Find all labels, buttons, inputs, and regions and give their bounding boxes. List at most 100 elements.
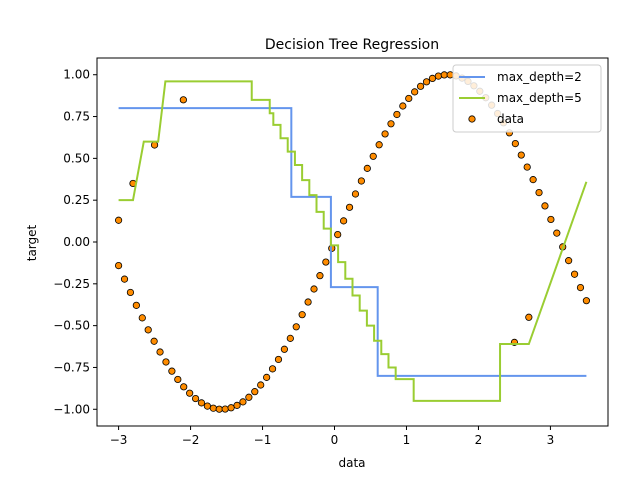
data-point — [186, 389, 194, 397]
axes: −3 −2 −1 0 1 2 3 −1.00 −0.75 −0.50 −0.25 0.00 0.25 0.… — [53, 57, 609, 447]
data-point — [280, 345, 289, 353]
data-point — [399, 102, 407, 110]
data-point — [138, 314, 146, 322]
data-point — [292, 323, 300, 331]
data-point — [268, 365, 277, 373]
data-point — [144, 326, 152, 334]
data-point — [132, 301, 140, 309]
data-point — [150, 337, 158, 345]
data-point — [168, 367, 176, 375]
data-point — [286, 334, 294, 342]
data-point — [570, 270, 579, 278]
data-point — [221, 405, 229, 413]
x-tick-label: −2 — [182, 433, 200, 447]
data-point — [197, 399, 206, 407]
x-tick-label: 2 — [475, 433, 483, 447]
data-point — [422, 78, 431, 86]
data-point — [440, 71, 448, 79]
data-point — [257, 381, 265, 389]
data-point — [340, 217, 348, 225]
data-point — [535, 188, 543, 197]
data-point — [405, 94, 413, 103]
data-point — [357, 177, 365, 185]
data-point — [209, 404, 217, 412]
data-point — [517, 151, 525, 159]
data-point — [375, 141, 383, 149]
data-point — [150, 141, 159, 149]
data-point — [263, 373, 271, 381]
data-point — [322, 258, 330, 266]
y-tick-label: 1.00 — [63, 68, 90, 82]
legend-label: max_depth=5 — [497, 91, 582, 105]
data-point — [351, 190, 360, 198]
series-line-2 — [118, 80, 588, 402]
data-point — [298, 311, 306, 319]
data-point — [529, 176, 537, 184]
data-point — [191, 394, 200, 403]
data-point — [565, 257, 573, 265]
data-point — [434, 72, 442, 80]
y-tick-label: −1.00 — [53, 402, 90, 416]
x-tick-label: 0 — [331, 433, 339, 447]
x-axis-label: data — [338, 456, 365, 470]
x-tick-label: −1 — [254, 433, 272, 447]
data-point — [114, 262, 123, 270]
legend-box — [452, 64, 602, 133]
y-tick-label: −0.50 — [53, 319, 90, 333]
data-point — [576, 284, 585, 292]
data-point — [227, 404, 235, 412]
data-point — [304, 298, 312, 306]
data-point — [393, 110, 401, 119]
data-point — [547, 215, 555, 224]
data-point — [345, 203, 354, 211]
data-point — [120, 275, 129, 283]
data-point — [239, 398, 247, 406]
data-point — [114, 216, 123, 224]
data-point — [245, 393, 253, 401]
data-point — [428, 74, 437, 83]
data-point — [411, 88, 419, 96]
x-tick-label: 1 — [403, 433, 411, 447]
data-point — [582, 297, 591, 305]
data-point — [369, 152, 377, 160]
chart-title: Decision Tree Regression — [265, 37, 439, 53]
data-point — [525, 313, 533, 321]
y-tick-label: −0.75 — [53, 360, 90, 374]
data-point — [180, 383, 188, 391]
y-tick-label: −0.25 — [53, 277, 90, 291]
legend-label: max_depth=2 — [497, 70, 582, 84]
data-point — [203, 402, 212, 410]
y-tick-label: 0.00 — [63, 235, 90, 249]
data-point — [310, 285, 318, 293]
y-tick-label: 0.25 — [63, 193, 90, 207]
data-point — [446, 71, 454, 79]
legend-swatch — [468, 115, 476, 123]
data-point — [174, 375, 182, 384]
data-point — [334, 230, 342, 239]
legend-label: data — [497, 112, 524, 126]
data-point — [316, 272, 324, 280]
data-point — [179, 96, 187, 104]
data-point — [251, 388, 259, 396]
data-point — [162, 358, 170, 366]
data-point — [274, 355, 283, 364]
data-point — [541, 202, 549, 210]
x-tick-label: 3 — [547, 433, 555, 447]
x-tick-label: −3 — [110, 433, 128, 447]
data-point — [416, 82, 425, 90]
y-tick-label: 0.50 — [63, 151, 90, 165]
data-point — [387, 120, 395, 128]
data-point — [363, 164, 371, 172]
y-axis-label: target — [25, 224, 39, 261]
y-tick-label: 0.75 — [63, 110, 90, 124]
data-point — [156, 348, 164, 356]
data-point — [215, 405, 223, 413]
data-point — [511, 139, 519, 148]
data-point — [126, 288, 135, 297]
data-point — [553, 229, 561, 237]
data-point — [381, 130, 389, 138]
data-point — [233, 401, 241, 409]
data-point — [523, 163, 531, 171]
